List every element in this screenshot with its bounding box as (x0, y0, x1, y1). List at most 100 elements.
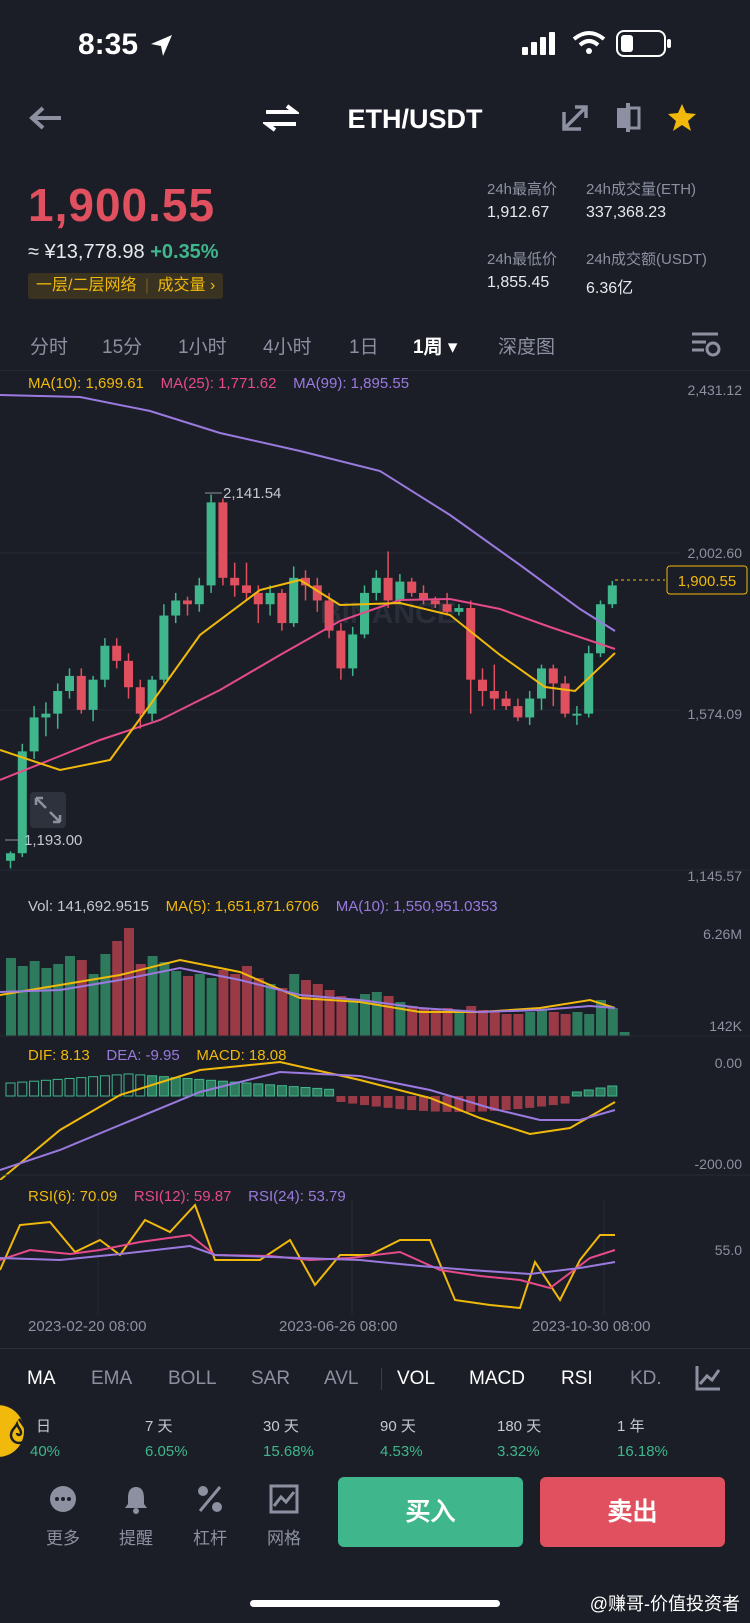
candle (100, 645, 110, 680)
tab-1h[interactable]: 1小时 (178, 337, 227, 358)
category-tag[interactable]: 一层/二层网络 | 成交量 › (28, 273, 224, 299)
candle (607, 585, 617, 605)
current-price-label: 1,900.55 (678, 573, 736, 590)
volume-bar (124, 928, 134, 1036)
chart-settings-icon[interactable] (690, 330, 722, 358)
tab-4h[interactable]: 4小时 (263, 337, 312, 358)
vol-ma5-line (0, 958, 616, 1013)
vol-eth-label: 24h成交量(ETH) (586, 181, 697, 198)
macd-axis-bottom: -200.00 (694, 1156, 742, 1172)
date-label-3: 2023-10-30 08:00 (532, 1318, 651, 1335)
candle (371, 577, 381, 593)
ind-kd[interactable]: KD. (630, 1368, 662, 1389)
volume-bar (607, 1008, 618, 1036)
vol-usdt-label: 24h成交额(USDT) (586, 251, 707, 268)
volume-bar (501, 1014, 512, 1036)
macd-bar (525, 1096, 535, 1108)
perf-label-day: 日 (36, 1418, 52, 1435)
switch-pair-icon[interactable] (263, 104, 299, 132)
rsi12-line (0, 1233, 616, 1290)
perf-value-7d: 6.05% (145, 1443, 188, 1460)
leverage-label: 杠杆 (193, 1529, 227, 1548)
ind-macd[interactable]: MACD (469, 1368, 525, 1389)
volume-bar (324, 990, 335, 1036)
share-icon[interactable] (561, 104, 589, 132)
axis-label-3: 1,574.09 (687, 706, 743, 722)
volume-bar (194, 974, 205, 1036)
macd-bar (265, 1084, 276, 1097)
macd-bar (170, 1077, 181, 1097)
volume-bar (537, 1010, 547, 1036)
macd-bar (466, 1096, 476, 1112)
main-chart[interactable]: BINANCE 1,900.55 2,141.54 1,193.00 (0, 385, 750, 885)
ind-sar[interactable]: SAR (251, 1368, 291, 1389)
home-indicator (250, 1600, 500, 1607)
macd-axis-top: 0.00 (714, 1055, 742, 1071)
ma25-legend: MA(25): 1,771.62 (160, 375, 277, 392)
candle (65, 675, 74, 692)
more-icon[interactable] (48, 1484, 78, 1514)
sell-button[interactable]: 卖出 (540, 1477, 725, 1547)
pair-title[interactable]: ETH/USDT (347, 104, 483, 134)
buy-button[interactable]: 买入 (338, 1477, 523, 1547)
candle (301, 577, 310, 586)
macd-bar (478, 1096, 487, 1112)
fullscreen-button[interactable] (30, 792, 66, 828)
volume-bar (65, 956, 75, 1036)
candle (572, 713, 582, 716)
rsi6-line (0, 1203, 615, 1310)
macd-chart[interactable] (0, 1040, 750, 1180)
ind-vol[interactable]: VOL (397, 1368, 436, 1389)
candle (206, 502, 216, 586)
compare-icon[interactable] (614, 102, 642, 132)
ind-avl[interactable]: AVL (324, 1368, 359, 1389)
leverage-icon[interactable] (196, 1484, 224, 1514)
candle (135, 687, 145, 714)
candle (218, 502, 228, 578)
rsi-legend: RSI(6): 70.09 RSI(12): 59.87 RSI(24): 53… (28, 1188, 346, 1205)
ind-rsi[interactable]: RSI (561, 1368, 593, 1389)
candle (124, 660, 133, 688)
perf-value-90d: 4.53% (380, 1443, 423, 1460)
macd-dea: DEA: -9.95 (106, 1047, 180, 1064)
volume-chart[interactable] (0, 920, 750, 1040)
tab-timeshare[interactable]: 分时 (30, 337, 69, 358)
vol-ma10-line (0, 966, 616, 1014)
alert-bell-icon[interactable] (123, 1484, 149, 1514)
candle (348, 634, 358, 669)
macd-bar (40, 1079, 51, 1097)
candle (525, 698, 535, 718)
tab-depth[interactable]: 深度图 (498, 337, 556, 358)
tab-15m[interactable]: 15分 (102, 337, 143, 358)
candle (183, 600, 192, 605)
rsi-chart[interactable] (0, 1200, 750, 1320)
ind-separator (381, 1368, 382, 1390)
status-time: 8:35 (78, 28, 139, 61)
candle (596, 604, 605, 654)
price-cny-value: ≈ ¥13,778.98 (28, 241, 145, 263)
grid-icon[interactable] (269, 1484, 299, 1514)
volume-bar (88, 974, 99, 1036)
ind-ma[interactable]: MA (27, 1368, 56, 1389)
volume-bar (419, 1008, 429, 1036)
indicator-settings-icon[interactable] (694, 1364, 722, 1392)
macd-bar (76, 1077, 87, 1097)
vol-axis-top: 6.26M (703, 926, 742, 942)
date-label-2: 2023-06-26 08:00 (279, 1318, 398, 1335)
tab-1d[interactable]: 1日 (349, 337, 379, 358)
favorite-star-icon[interactable] (666, 102, 698, 132)
volume-bar (596, 1000, 606, 1036)
ind-boll[interactable]: BOLL (168, 1368, 217, 1389)
high-value: 1,912.67 (487, 204, 550, 221)
tab-1w[interactable]: 1周 ▾ (413, 337, 458, 358)
volume-bar (430, 1010, 441, 1036)
back-arrow-icon[interactable] (28, 104, 64, 132)
macd-bar (548, 1096, 558, 1106)
tag-volume: 成交量 › (157, 277, 216, 294)
date-label-1: 2023-02-20 08:00 (28, 1318, 147, 1335)
ind-ema[interactable]: EMA (91, 1368, 133, 1389)
candle (324, 600, 334, 631)
current-price-box (666, 565, 748, 595)
macd-bar (241, 1082, 252, 1097)
perf-value-30d: 15.68% (263, 1443, 314, 1460)
